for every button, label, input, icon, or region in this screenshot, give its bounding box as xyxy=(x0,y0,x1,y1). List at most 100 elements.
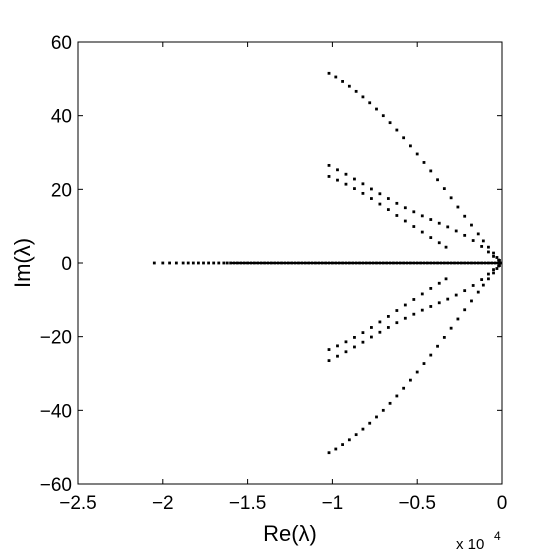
eigenvalue-point xyxy=(476,261,480,265)
eigenvalue-point xyxy=(370,326,373,329)
eigenvalue-point xyxy=(483,261,487,265)
eigenvalue-point xyxy=(392,261,395,265)
x-tick-label: −1.5 xyxy=(229,493,267,514)
eigenvalue-point xyxy=(463,233,467,237)
eigenvalue-point xyxy=(381,408,385,412)
eigenvalue-point xyxy=(263,261,266,265)
eigenvalue-point xyxy=(197,261,200,265)
eigenvalue-point xyxy=(466,261,470,265)
eigenvalue-point xyxy=(266,261,270,265)
eigenvalue-point xyxy=(446,261,450,265)
eigenvalue-point xyxy=(456,317,460,321)
eigenvalue-point xyxy=(381,114,385,118)
eigenvalue-point xyxy=(402,386,406,390)
eigenvalue-point xyxy=(327,348,331,351)
eigenvalue-point xyxy=(409,144,412,148)
eigenvalue-point xyxy=(492,254,495,258)
eigenvalue-point xyxy=(495,267,499,270)
eigenvalue-point xyxy=(344,261,348,265)
eigenvalue-point xyxy=(422,362,426,365)
eigenvalue-point xyxy=(492,271,495,275)
eigenvalue-point xyxy=(470,299,473,303)
eigenvalue-point xyxy=(412,225,416,228)
eigenvalue-point xyxy=(429,287,433,290)
eigenvalue-point xyxy=(403,219,407,223)
eigenvalue-point xyxy=(293,261,297,265)
eigenvalue-point xyxy=(412,261,416,265)
eigenvalue-point xyxy=(353,177,356,181)
eigenvalue-point xyxy=(361,191,365,195)
eigenvalue-point xyxy=(429,261,433,265)
eigenvalue-point xyxy=(395,201,399,205)
eigenvalue-point xyxy=(354,89,358,93)
x-scale-exponent: 4 xyxy=(494,529,501,543)
eigenvalue-point xyxy=(353,336,356,339)
eigenvalue-point xyxy=(327,359,331,363)
eigenvalue-point xyxy=(395,394,399,398)
data-points-layer xyxy=(152,71,502,455)
eigenvalue-point xyxy=(347,438,351,442)
eigenvalue-point xyxy=(290,261,294,265)
eigenvalue-point xyxy=(385,261,389,265)
eigenvalue-point xyxy=(405,261,409,265)
eigenvalue-point xyxy=(453,261,456,265)
eigenvalue-point xyxy=(324,261,328,265)
eigenvalue-point xyxy=(463,308,467,312)
eigenvalue-point xyxy=(276,261,280,265)
eigenvalue-point xyxy=(249,261,253,265)
eigenvalue-point xyxy=(395,128,399,132)
eigenvalue-point xyxy=(327,163,331,167)
eigenvalue-point xyxy=(168,261,171,265)
y-tick-label: 20 xyxy=(51,180,72,201)
eigenvalue-point xyxy=(429,236,433,239)
eigenvalue-point xyxy=(259,261,263,265)
eigenvalue-point xyxy=(229,261,233,265)
eigenvalue-point xyxy=(327,71,331,75)
eigenvalue-point xyxy=(487,250,490,254)
eigenvalue-point xyxy=(370,197,373,200)
eigenvalue-point xyxy=(269,261,273,265)
eigenvalue-point xyxy=(378,192,382,196)
eigenvalue-point xyxy=(454,229,458,233)
eigenvalue-point xyxy=(481,283,485,287)
eigenvalue-point xyxy=(303,261,307,265)
y-tick-label: −40 xyxy=(40,401,72,422)
eigenvalue-point xyxy=(280,261,283,265)
eigenvalue-point xyxy=(336,178,339,182)
eigenvalue-point xyxy=(446,225,450,229)
eigenvalue-point xyxy=(336,344,339,348)
eigenvalue-point xyxy=(353,187,356,190)
eigenvalue-point xyxy=(442,187,446,190)
eigenvalue-point xyxy=(375,107,378,111)
eigenvalue-point xyxy=(429,169,433,173)
eigenvalue-point xyxy=(236,261,239,265)
eigenvalue-point xyxy=(471,239,475,242)
y-tick-label: −20 xyxy=(40,328,72,349)
eigenvalue-point xyxy=(492,251,495,255)
eigenvalue-point xyxy=(449,261,453,265)
eigenvalue-point xyxy=(415,152,419,156)
eigenvalue-point xyxy=(361,95,365,99)
eigenvalue-point xyxy=(449,326,453,330)
eigenvalue-point xyxy=(344,182,348,186)
eigenvalue-point xyxy=(420,214,424,218)
eigenvalue-point xyxy=(471,284,475,287)
eigenvalue-point xyxy=(459,261,463,265)
eigenvalue-point xyxy=(476,290,480,294)
eigenvalue-point xyxy=(337,261,341,265)
eigenvalue-point xyxy=(300,261,304,265)
eigenvalue-point xyxy=(246,261,249,265)
eigenvalue-point xyxy=(442,336,446,339)
eigenvalue-point xyxy=(402,261,406,265)
eigenvalue-point xyxy=(470,223,473,227)
y-tick-label: 60 xyxy=(51,33,72,54)
eigenvalue-point xyxy=(344,350,348,354)
eigenvalue-point xyxy=(422,261,426,265)
eigenvalue-point xyxy=(181,261,185,265)
eigenvalue-point xyxy=(283,261,287,265)
eigenvalue-point xyxy=(388,121,392,125)
eigenvalue-point xyxy=(317,261,321,265)
eigenvalue-point xyxy=(371,261,375,265)
